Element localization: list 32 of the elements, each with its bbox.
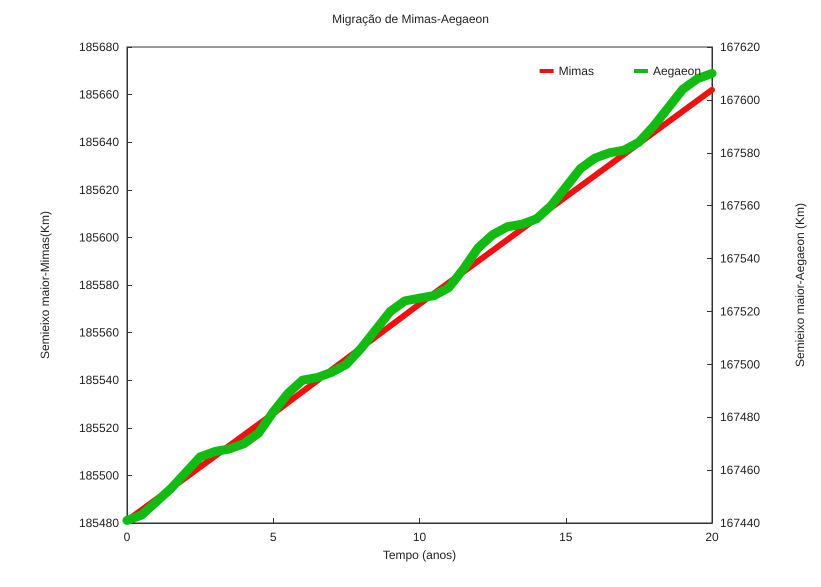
y2-tick-label: 167580 [720,146,760,160]
y2-tick-label: 167440 [720,516,760,530]
y-tick-label: 185500 [78,468,120,482]
chart-title: Migração de Mimas-Aegaeon [332,12,489,26]
y2-tick-label: 167600 [720,92,760,107]
x-axis-title: Tempo (anos) [382,548,456,562]
y2-tick-label: 167460 [720,463,760,478]
x-tick-label: 5 [270,530,277,544]
legend-label: Mimas [558,64,594,78]
y-tick-label: 185680 [78,40,120,54]
y2-tick-label: 167540 [720,252,760,266]
y2-axis-title: Semieixo maior-Aegaeon (Km) [793,202,807,368]
y2-tick-label: 167500 [720,357,760,372]
y-tick-label: 185580 [78,278,120,292]
y-tick-label: 185540 [78,373,120,388]
y-tick-label: 185520 [78,420,120,435]
y-tick-label: 185560 [78,326,120,340]
y2-tick-label: 167480 [720,410,760,424]
y2-tick-label: 167560 [720,198,760,213]
x-tick-label: 0 [124,530,131,544]
y-axis-title: Semieixo maior-Mimas(Km) [38,210,52,360]
y-tick-label: 185480 [78,516,120,530]
y-tick-label: 185660 [78,88,120,102]
x-tick-label: 10 [412,530,426,544]
legend-label: Aegaeon [652,64,701,78]
x-tick-label: 20 [705,530,719,544]
y-tick-label: 185620 [78,182,120,197]
y-tick-label: 185600 [78,230,120,244]
x-tick-label: 15 [559,530,573,544]
y-tick-label: 185640 [78,135,120,150]
y2-tick-label: 167620 [720,40,760,54]
y2-tick-label: 167520 [720,304,760,318]
